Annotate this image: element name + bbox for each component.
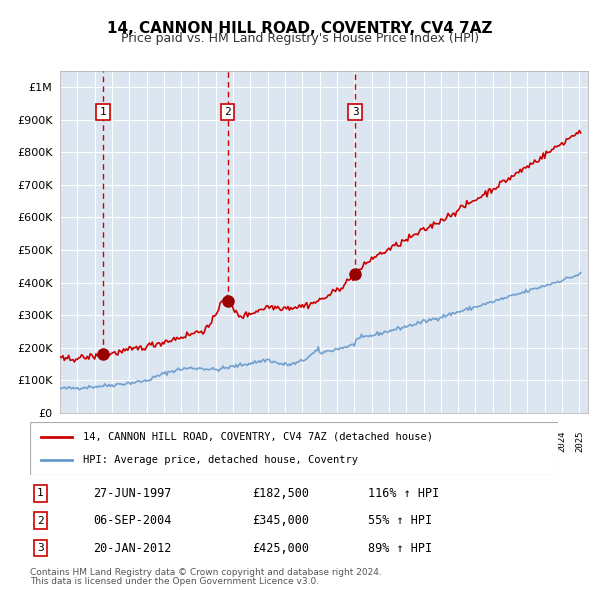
Text: 2024: 2024 (557, 431, 566, 453)
Text: 27-JUN-1997: 27-JUN-1997 (94, 487, 172, 500)
Text: 116% ↑ HPI: 116% ↑ HPI (368, 487, 439, 500)
Text: 1997: 1997 (90, 431, 99, 453)
Text: 2012: 2012 (350, 431, 359, 453)
Text: 2019: 2019 (471, 431, 480, 453)
Text: 1995: 1995 (56, 431, 65, 453)
Text: 2009: 2009 (298, 431, 307, 453)
Text: 1: 1 (100, 107, 106, 117)
Text: 3: 3 (352, 107, 359, 117)
Text: 2001: 2001 (160, 431, 169, 453)
Text: 2025: 2025 (575, 431, 584, 453)
Text: 14, CANNON HILL ROAD, COVENTRY, CV4 7AZ: 14, CANNON HILL ROAD, COVENTRY, CV4 7AZ (107, 21, 493, 35)
Text: 20-JAN-2012: 20-JAN-2012 (94, 542, 172, 555)
Text: 2: 2 (37, 516, 44, 526)
Text: 2: 2 (224, 107, 231, 117)
Text: 2002: 2002 (176, 431, 185, 453)
Text: 2005: 2005 (229, 431, 238, 453)
Text: £182,500: £182,500 (252, 487, 309, 500)
Text: Price paid vs. HM Land Registry's House Price Index (HPI): Price paid vs. HM Land Registry's House … (121, 32, 479, 45)
Text: 14, CANNON HILL ROAD, COVENTRY, CV4 7AZ (detached house): 14, CANNON HILL ROAD, COVENTRY, CV4 7AZ … (83, 432, 433, 442)
Text: £425,000: £425,000 (252, 542, 309, 555)
Text: 2022: 2022 (523, 431, 532, 453)
Text: Contains HM Land Registry data © Crown copyright and database right 2024.: Contains HM Land Registry data © Crown c… (30, 568, 382, 577)
Text: 2015: 2015 (402, 431, 411, 453)
Text: 2014: 2014 (385, 431, 394, 453)
Text: 2017: 2017 (436, 431, 445, 453)
Text: 2016: 2016 (419, 431, 428, 453)
Text: 55% ↑ HPI: 55% ↑ HPI (368, 514, 432, 527)
Text: 2004: 2004 (211, 431, 220, 453)
Text: 1999: 1999 (125, 431, 134, 453)
Text: 2023: 2023 (540, 431, 549, 453)
Text: 2010: 2010 (315, 431, 324, 453)
Text: £345,000: £345,000 (252, 514, 309, 527)
Text: 2007: 2007 (263, 431, 272, 453)
Text: 3: 3 (37, 543, 44, 553)
Text: 1996: 1996 (73, 431, 82, 453)
Text: 2021: 2021 (506, 431, 515, 453)
Text: 2018: 2018 (454, 431, 463, 453)
Text: 2000: 2000 (142, 431, 151, 453)
Text: 2011: 2011 (332, 431, 341, 453)
Text: 2020: 2020 (488, 431, 497, 453)
Text: 89% ↑ HPI: 89% ↑ HPI (368, 542, 432, 555)
Text: 1: 1 (37, 489, 44, 498)
Text: 2008: 2008 (281, 431, 290, 453)
Text: 06-SEP-2004: 06-SEP-2004 (94, 514, 172, 527)
Text: This data is licensed under the Open Government Licence v3.0.: This data is licensed under the Open Gov… (30, 577, 319, 586)
Text: 2013: 2013 (367, 431, 376, 453)
Text: 2006: 2006 (246, 431, 255, 453)
Text: 2003: 2003 (194, 431, 203, 453)
Text: 1998: 1998 (107, 431, 116, 453)
Text: HPI: Average price, detached house, Coventry: HPI: Average price, detached house, Cove… (83, 455, 358, 465)
